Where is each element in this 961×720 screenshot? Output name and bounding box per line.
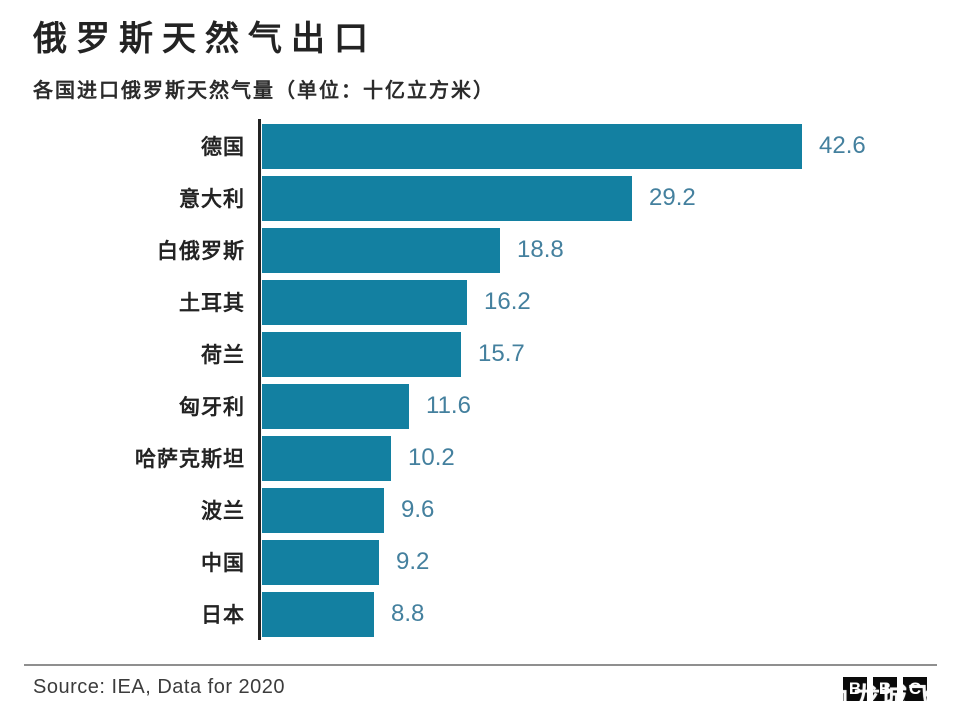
value-label: 18.8 xyxy=(517,236,564,263)
bar-row: 白俄罗斯 18.8 xyxy=(0,224,961,276)
bar xyxy=(262,435,391,481)
value-label: 42.6 xyxy=(819,132,866,159)
bbc-logo-block-b1: B xyxy=(843,677,867,701)
bar xyxy=(262,123,802,169)
bar xyxy=(262,279,467,325)
category-label: 白俄罗斯 xyxy=(157,240,245,263)
bar-row: 日本 8.8 xyxy=(0,588,961,640)
value-label: 9.2 xyxy=(396,548,430,575)
source-text: Source: IEA, Data for 2020 xyxy=(33,676,286,698)
bar xyxy=(262,591,374,637)
category-label: 日本 xyxy=(201,604,245,627)
value-label: 11.6 xyxy=(426,392,471,419)
category-label: 匈牙利 xyxy=(179,396,245,419)
value-label: 9.6 xyxy=(401,496,435,523)
bar-row: 波兰 9.6 xyxy=(0,484,961,536)
value-label: 10.2 xyxy=(408,444,455,471)
bar-chart: 德国 42.6 意大利 29.2 白俄罗斯 18.8 土耳其 16.2 荷兰 15.7 匈牙利 11.… xyxy=(0,119,961,642)
bbc-logo-block-c: C xyxy=(903,677,927,701)
bar-row: 德国 42.6 xyxy=(0,120,961,172)
value-label: 16.2 xyxy=(484,288,531,315)
page-title: 俄罗斯天然气出口 xyxy=(33,20,377,58)
category-label: 中国 xyxy=(201,552,245,575)
bar-row: 土耳其 16.2 xyxy=(0,276,961,328)
bar-row: 中国 9.2 xyxy=(0,536,961,588)
value-label: 29.2 xyxy=(649,184,696,211)
bar-row: 荷兰 15.7 xyxy=(0,328,961,380)
category-label: 土耳其 xyxy=(179,292,245,315)
category-label: 荷兰 xyxy=(201,344,245,367)
value-label: 8.8 xyxy=(391,600,425,627)
bar xyxy=(262,227,500,273)
bar xyxy=(262,383,409,429)
bar-row: 哈萨克斯坦 10.2 xyxy=(0,432,961,484)
bar-row: 意大利 29.2 xyxy=(0,172,961,224)
bar xyxy=(262,487,384,533)
bbc-logo-block-b2: B xyxy=(873,677,897,701)
y-axis-line xyxy=(258,119,261,640)
bar-row: 匈牙利 11.6 xyxy=(0,380,961,432)
bar xyxy=(262,539,379,585)
bbc-logo: B B C xyxy=(843,677,927,701)
category-label: 意大利 xyxy=(179,188,245,211)
footer-divider xyxy=(24,664,937,666)
category-label: 德国 xyxy=(201,136,245,159)
bar xyxy=(262,175,632,221)
bar xyxy=(262,331,461,377)
page-subtitle: 各国进口俄罗斯天然气量（单位：十亿立方米） xyxy=(33,80,495,102)
category-label: 哈萨克斯坦 xyxy=(135,448,245,471)
category-label: 波兰 xyxy=(201,500,245,523)
value-label: 15.7 xyxy=(478,340,525,367)
